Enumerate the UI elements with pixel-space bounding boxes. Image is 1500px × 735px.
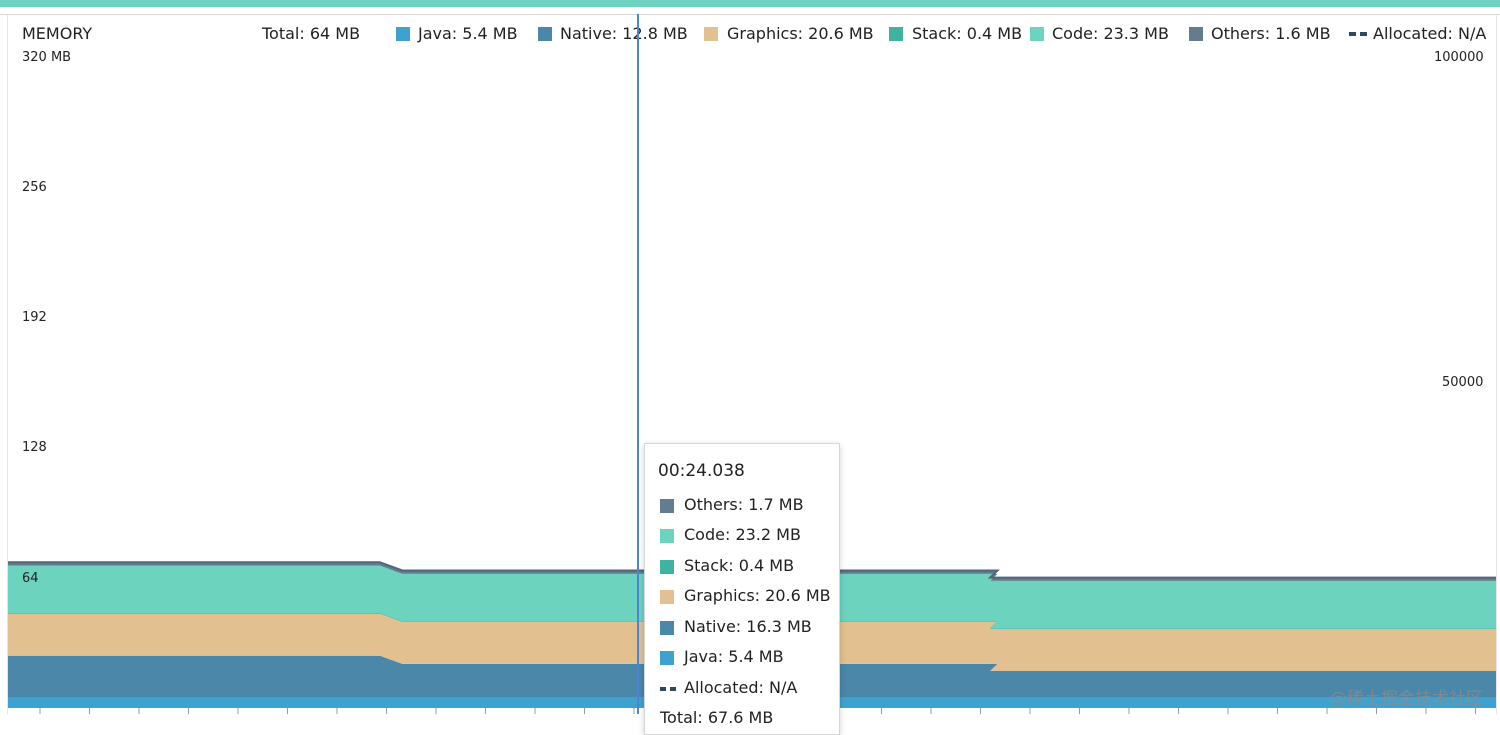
legend-dash-allocated [1349, 32, 1367, 36]
legend-total: Total: 64 MB [262, 24, 361, 43]
tooltip-label: Stack: 0.4 MB [684, 556, 795, 575]
tooltip-swatch [660, 590, 674, 604]
y2-axis-tick: 50000 [1442, 375, 1484, 390]
legend-item-graphics: Graphics: 20.6 MB [727, 24, 874, 43]
tooltip-label: Graphics: 20.6 MB [684, 586, 831, 605]
divider [7, 15, 8, 714]
y2-axis-tick: 100000 [1434, 50, 1484, 65]
legend-swatch-java [396, 27, 410, 41]
legend-item-code: Code: 23.3 MB [1052, 24, 1169, 43]
tooltip-label: Allocated: N/A [684, 678, 798, 697]
total-outline [8, 561, 1496, 579]
tooltip-time: 00:24.038 [658, 461, 745, 481]
watermark: @稀土掘金技术社区 [1330, 689, 1483, 709]
tooltip-dash [660, 687, 676, 691]
memory-tooltip: 00:24.038 Others: 1.7 MB Code: 23.2 MB S… [644, 443, 840, 735]
divider [0, 14, 1500, 15]
legend-item-others: Others: 1.6 MB [1211, 24, 1331, 43]
tooltip-swatch [660, 499, 674, 513]
tooltip-label: Code: 23.2 MB [684, 525, 801, 544]
divider [1496, 15, 1497, 714]
tooltip-swatch [660, 651, 674, 665]
legend-item-allocated: Allocated: N/A [1373, 24, 1487, 43]
y-axis-tick: 64 [22, 571, 39, 586]
tooltip-label: Others: 1.7 MB [684, 495, 804, 514]
tooltip-total: Total: 67.6 MB [660, 708, 774, 727]
legend-item-native: Native: 12.8 MB [560, 24, 688, 43]
y-axis-tick: 192 [22, 310, 47, 325]
legend-swatch-graphics [704, 27, 718, 41]
y-axis-tick: 256 [22, 180, 47, 195]
legend-swatch-stack [889, 27, 903, 41]
legend-item-stack: Stack: 0.4 MB [912, 24, 1023, 43]
tooltip-label: Java: 5.4 MB [684, 647, 784, 666]
tooltip-swatch [660, 560, 674, 574]
tooltip-swatch [660, 621, 674, 635]
legend-swatch-native [538, 27, 552, 41]
legend-swatch-code [1030, 27, 1044, 41]
tooltip-swatch [660, 529, 674, 543]
tooltip-label: Native: 16.3 MB [684, 617, 812, 636]
timeline-strip[interactable] [0, 0, 1500, 7]
legend-item-java: Java: 5.4 MB [418, 24, 518, 43]
y-axis-tick: 128 [22, 440, 47, 455]
y-axis-top-label: 320 MB [22, 50, 72, 65]
chart-title: MEMORY [22, 24, 93, 43]
time-cursor[interactable] [637, 14, 639, 714]
legend-swatch-others [1189, 27, 1203, 41]
memory-legend: MEMORY Total: 64 MB Java: 5.4 MB Native:… [0, 18, 1500, 50]
